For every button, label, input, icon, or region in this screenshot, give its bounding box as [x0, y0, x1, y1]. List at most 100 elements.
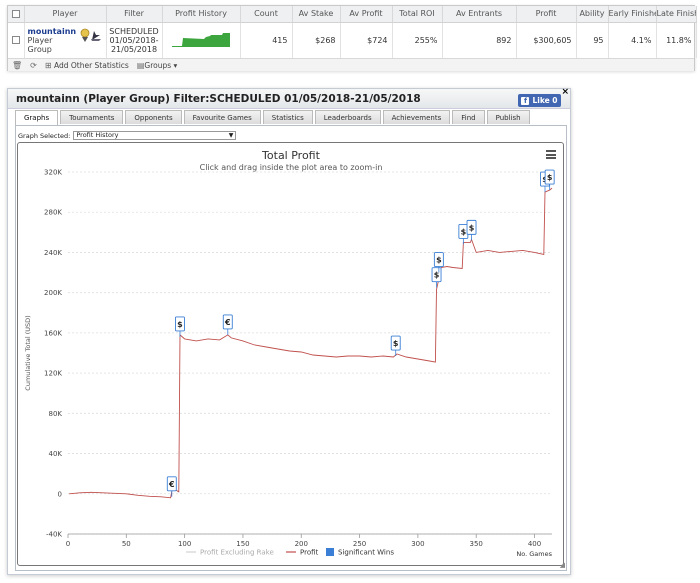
header-player[interactable]: Player [24, 6, 107, 23]
chart-container[interactable]: Total Profit Click and drag inside the p… [17, 142, 564, 566]
count-cell: 415 [240, 22, 293, 58]
tab-achievements[interactable]: Achievements [382, 110, 451, 124]
select-all-checkbox[interactable] [8, 6, 25, 23]
player-group-label: Player Group [27, 35, 53, 54]
tab-statistics[interactable]: Statistics [262, 110, 313, 124]
chart-menu-icon[interactable] [546, 150, 556, 159]
profit-chart[interactable]: Total Profit Click and drag inside the p… [18, 143, 564, 566]
y-tick-label: 280K [44, 209, 62, 217]
legend-swatch-significant-wins [326, 548, 334, 556]
add-other-statistics-button[interactable]: ⊞ Add Other Statistics [45, 61, 129, 70]
facebook-like-button[interactable]: f Like 0 [518, 94, 561, 107]
tab-graphs[interactable]: Graphs [15, 110, 59, 125]
y-tick-label: 80K [49, 410, 63, 418]
marker-label: $ [393, 339, 399, 348]
marker-flag [175, 316, 185, 332]
filter-line-2: 01/05/2018- [109, 35, 159, 45]
player-panel: mountainn (Player Group) Filter:SCHEDULE… [7, 87, 571, 575]
like-label: Like 0 [532, 96, 558, 105]
y-tick-label: 200K [44, 289, 62, 297]
groups-label: Groups [144, 60, 172, 70]
tab-opponents[interactable]: Opponents [125, 110, 182, 124]
significant-win-marker: $ [433, 252, 444, 273]
marker-label: $ [177, 320, 183, 329]
player-badges-icon [80, 28, 102, 43]
marker-flag [222, 314, 233, 330]
panel-tabs: Graphs Tournaments Opponents Favourite G… [15, 110, 530, 125]
profit-history-cell [162, 22, 241, 58]
tab-find[interactable]: Find [452, 110, 485, 124]
header-av-stake[interactable]: Av Stake [292, 6, 341, 23]
total-roi-cell: 255% [392, 22, 443, 58]
significant-win-marker: € [222, 314, 233, 335]
x-tick-label: 300 [411, 540, 424, 548]
stats-footer: 🗑 ⟳ ⊞ Add Other Statistics ▤Groups ▾ [8, 58, 694, 71]
table-row: mountainn Player Group SCHEDULED 01/05 [8, 22, 697, 58]
facebook-icon: f [521, 96, 530, 105]
significant-win-marker: $ [458, 223, 469, 245]
groups-icon: ▤ [136, 60, 145, 70]
x-tick-label: 100 [178, 540, 191, 548]
resize-handle-icon[interactable]: ◢ [559, 561, 565, 569]
trash-icon[interactable]: 🗑 [12, 60, 23, 70]
refresh-icon[interactable]: ⟳ [30, 60, 37, 70]
x-tick-label: 400 [528, 540, 541, 548]
tab-publish[interactable]: Publish [486, 110, 530, 124]
significant-win-marker: $ [175, 316, 185, 337]
y-tick-label: 160K [44, 329, 62, 337]
av-stake-cell: $268 [292, 22, 341, 58]
x-axis-ticks: 0 50 100 150 200 250 300 350 400 [66, 534, 541, 548]
marker-label: € [168, 480, 175, 489]
graphs-tab-content: Graph Selected: Profit History ▼ Total P… [15, 125, 567, 571]
panel-header[interactable]: mountainn (Player Group) Filter:SCHEDULE… [8, 89, 570, 109]
marker-flag [544, 169, 555, 185]
significant-win-marker: $ [431, 267, 442, 288]
header-late-finishes[interactable]: Late Finishes ( [656, 6, 697, 23]
x-tick-label: 350 [470, 540, 483, 548]
stats-table: Player Filter Profit History Count Av St… [8, 6, 697, 58]
graph-select-dropdown[interactable]: Profit History ▼ [73, 131, 237, 140]
chart-title: Total Profit [261, 149, 321, 162]
header-profit[interactable]: Profit [516, 6, 577, 23]
marker-label: $ [461, 227, 467, 236]
player-name-link[interactable]: mountainn [27, 26, 77, 36]
header-av-entrants[interactable]: Av Entrants [442, 6, 517, 23]
header-count[interactable]: Count [240, 6, 293, 23]
av-profit-cell: $724 [340, 22, 393, 58]
early-finishes-cell: 4.1% [608, 22, 657, 58]
close-icon[interactable]: × [561, 87, 569, 97]
ability-cell: 95 [576, 22, 609, 58]
late-finishes-cell: 11.8% [656, 22, 697, 58]
groups-dropdown[interactable]: ▤Groups ▾ [137, 61, 177, 70]
legend-label-profit-ex-rake: Profit Excluding Rake [200, 549, 274, 557]
header-early-finishes[interactable]: Early Finishes ( [608, 6, 657, 23]
header-filter[interactable]: Filter [106, 6, 163, 23]
row-checkbox[interactable] [8, 22, 25, 58]
significant-win-marker: $ [390, 335, 401, 357]
player-cell: mountainn Player Group [24, 22, 107, 58]
y-tick-label: 240K [44, 249, 62, 257]
significant-win-marker: $ [466, 219, 477, 241]
tab-leaderboards[interactable]: Leaderboards [314, 110, 381, 124]
x-tick-label: 0 [66, 540, 70, 548]
x-tick-label: 150 [236, 540, 249, 548]
y-tick-label: 0 [58, 490, 62, 498]
chart-legend: Profit Excluding Rake Profit Significant W… [186, 548, 394, 557]
profit-sparkline [172, 33, 230, 48]
marker-flag [390, 335, 401, 351]
header-ability[interactable]: Ability [576, 6, 609, 23]
chevron-down-icon: ▾ [173, 60, 178, 70]
y-axis-label: Cumulative Total (USD) [24, 315, 32, 390]
header-total-roi[interactable]: Total ROI [392, 6, 443, 23]
tab-favourite-games[interactable]: Favourite Games [183, 110, 261, 124]
header-av-profit[interactable]: Av Profit [340, 6, 393, 23]
tab-tournaments[interactable]: Tournaments [60, 110, 124, 124]
x-tick-label: 250 [353, 540, 366, 548]
add-stats-label: Add Other Statistics [53, 60, 129, 70]
y-axis-ticks: -40K 0 40K 80K 120K 160K 200K 240K 280K 320K [44, 169, 62, 539]
legend-label-profit: Profit [300, 549, 319, 557]
significant-win-marker: € [166, 476, 177, 497]
significant-win-markers: €$€$$$$$$$ [166, 169, 555, 497]
x-axis-label: No. Games [516, 550, 552, 558]
header-profit-history[interactable]: Profit History [162, 6, 241, 23]
